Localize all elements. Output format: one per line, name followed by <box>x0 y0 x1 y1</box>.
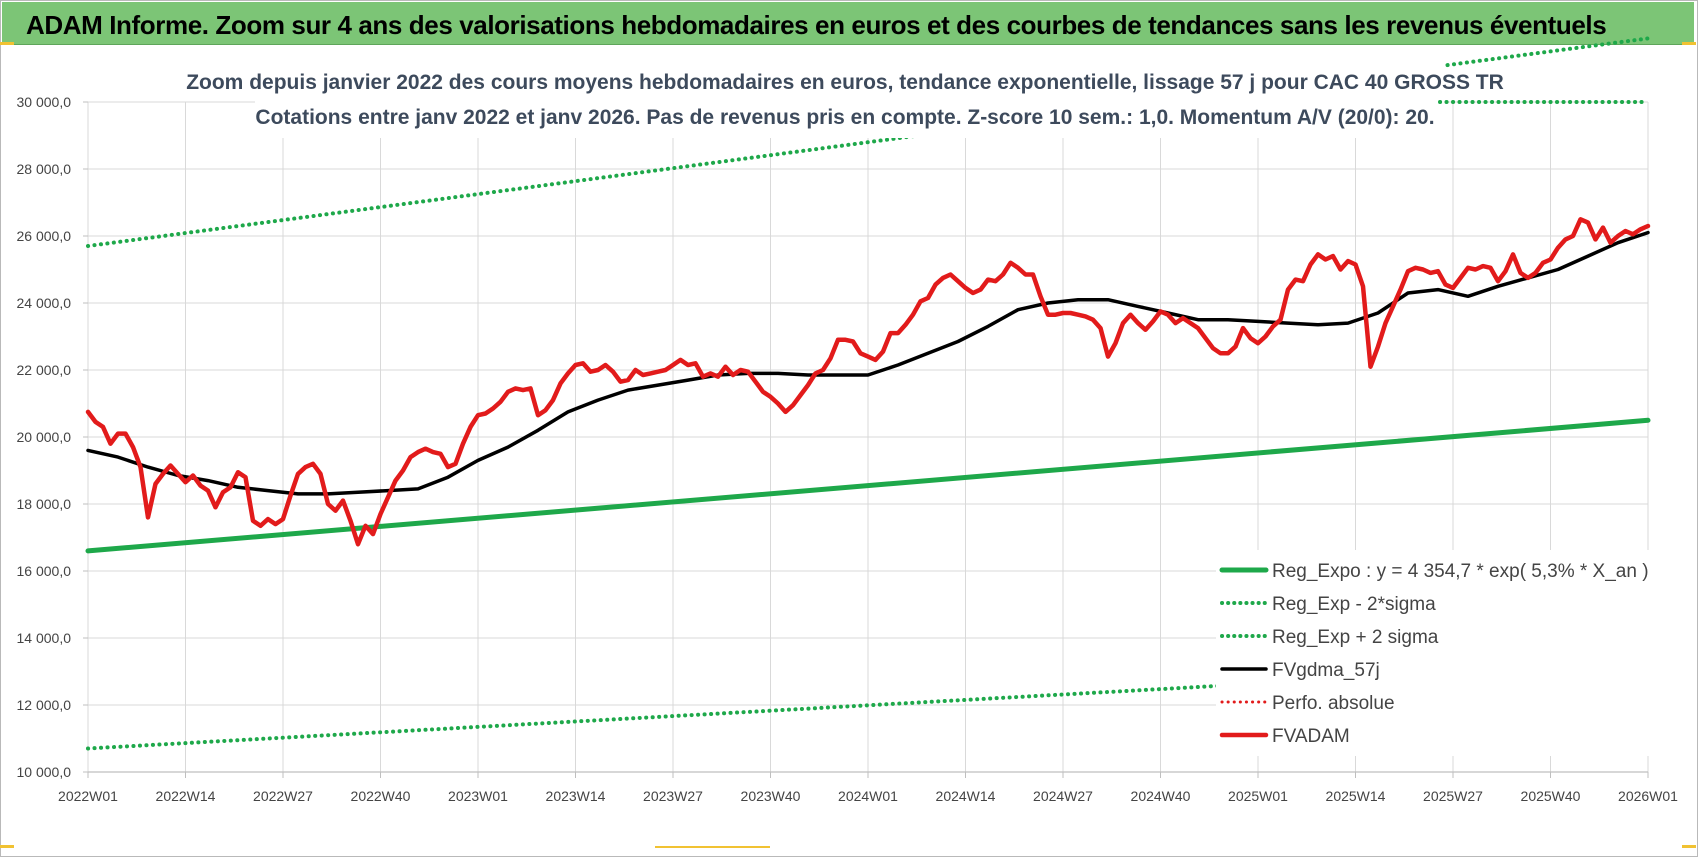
x-tick-label: 2026W01 <box>1618 788 1678 804</box>
series-line-fvadam <box>85 217 1651 547</box>
x-tick-label: 2024W27 <box>1033 788 1093 804</box>
x-tick-label: 2022W01 <box>58 788 118 804</box>
chart-subtitle: Cotations entre janv 2022 et janv 2026. … <box>255 106 1434 129</box>
series-line-reg-expo <box>85 417 1651 554</box>
x-tick-label: 2022W27 <box>253 788 313 804</box>
series-line-fvgdma-57j <box>86 230 1650 496</box>
x-tick-label: 2023W40 <box>741 788 801 804</box>
x-tick-label: 2025W01 <box>1228 788 1288 804</box>
legend-label: FVgdma_57j <box>1272 660 1380 681</box>
x-tick-label: 2025W40 <box>1521 788 1581 804</box>
y-tick-label: 28 000,0 <box>17 161 72 177</box>
report-title: ADAM Informe. Zoom sur 4 ans des valoris… <box>26 10 1607 40</box>
y-tick-label: 14 000,0 <box>17 630 72 646</box>
y-tick-label: 20 000,0 <box>17 429 72 445</box>
x-tick-label: 2023W14 <box>546 788 606 804</box>
x-axis: 2022W01 2022W14 2022W27 2022W40 2023W01 2023W… <box>58 771 1678 804</box>
corner-mark-top-left <box>0 42 14 45</box>
y-tick-label: 22 000,0 <box>17 362 72 378</box>
legend-label: Reg_Exp + 2 sigma <box>1272 627 1439 648</box>
x-tick-label: 2024W14 <box>936 788 996 804</box>
x-tick-label: 2022W40 <box>351 788 411 804</box>
y-tick-label: 18 000,0 <box>17 496 72 512</box>
y-tick-label: 30 000,0 <box>17 94 72 110</box>
y-axis: 10 000,0 12 000,0 14 000,0 16 000,0 18 000,0… <box>17 94 88 780</box>
y-tick-label: 12 000,0 <box>17 697 72 713</box>
legend-backdrop <box>1216 550 1650 756</box>
chart-title: Zoom depuis janvier 2022 des cours moyen… <box>186 71 1504 94</box>
x-tick-label: 2024W40 <box>1131 788 1191 804</box>
chart-legend: Reg_Expo : y = 4 354,7 * exp( 5,3% * X_a… <box>1216 550 1650 756</box>
x-tick-label: 2023W01 <box>448 788 508 804</box>
legend-label: Reg_Expo : y = 4 354,7 * exp( 5,3% * X_a… <box>1272 561 1649 582</box>
y-tick-label: 10 000,0 <box>17 764 72 780</box>
x-tick-label: 2023W27 <box>643 788 703 804</box>
x-tick-label: 2025W14 <box>1326 788 1386 804</box>
corner-mark-bottom-right <box>1682 845 1696 848</box>
corner-mark-bottom-center <box>655 846 770 848</box>
legend-label: Reg_Exp - 2*sigma <box>1272 594 1436 615</box>
y-tick-label: 26 000,0 <box>17 228 72 244</box>
upper-band-tail-backdrop <box>1445 90 1657 101</box>
legend-label: Perfo. absolue <box>1272 693 1395 714</box>
legend-label: FVADAM <box>1272 726 1350 747</box>
y-tick-label: 24 000,0 <box>17 295 72 311</box>
x-tick-label: 2024W01 <box>838 788 898 804</box>
title-backdrop <box>255 62 1445 138</box>
report-header-bar: ADAM Informe. Zoom sur 4 ans des valoris… <box>2 2 1694 45</box>
x-tick-label: 2025W27 <box>1423 788 1483 804</box>
y-tick-label: 16 000,0 <box>17 563 72 579</box>
corner-mark-bottom-left <box>0 845 14 848</box>
corner-mark-top-right <box>1682 42 1696 45</box>
x-tick-label: 2022W14 <box>156 788 216 804</box>
